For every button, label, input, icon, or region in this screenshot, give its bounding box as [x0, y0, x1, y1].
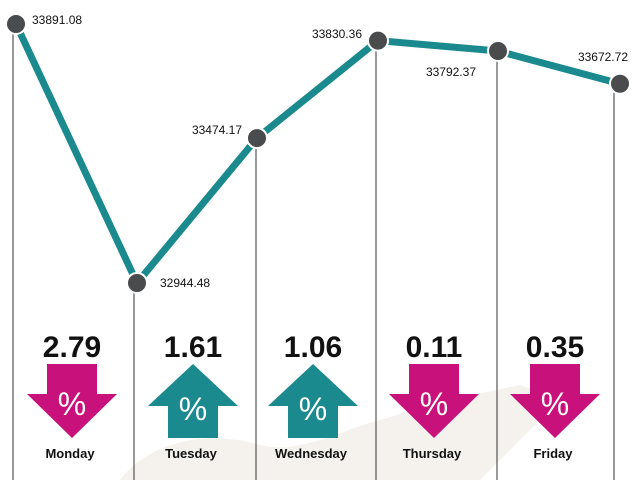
- data-value-label: 33830.36: [312, 27, 362, 41]
- data-point-marker: [487, 40, 509, 63]
- day-label: Wednesday: [275, 446, 348, 461]
- percent-symbol: %: [420, 386, 448, 422]
- change-value: 2.79: [43, 331, 101, 364]
- down-arrow-icon: [27, 364, 117, 438]
- data-point-marker: [609, 72, 631, 95]
- up-arrow-icon: [268, 364, 358, 438]
- change-value: 0.11: [406, 331, 463, 364]
- data-point-marker: [367, 29, 389, 52]
- change-value: 1.61: [164, 331, 222, 364]
- up-arrow-icon: [148, 364, 238, 438]
- percent-symbol: %: [58, 386, 86, 422]
- data-point-marker: [5, 13, 27, 35]
- down-arrow-icon: [389, 364, 479, 438]
- percent-symbol: %: [179, 391, 207, 427]
- data-value-label: 33792.37: [426, 65, 476, 79]
- change-value: 1.06: [284, 331, 342, 364]
- data-value-label: 33474.17: [192, 123, 242, 137]
- data-value-label: 33672.72: [578, 50, 628, 64]
- data-point-marker: [126, 272, 148, 294]
- day-label: Friday: [533, 446, 573, 461]
- data-value-label: 33891.08: [32, 13, 82, 27]
- change-value: 0.35: [526, 331, 584, 364]
- data-value-label: 32944.48: [160, 276, 210, 290]
- day-label: Monday: [45, 446, 95, 461]
- index-series-line: [12, 20, 624, 287]
- percent-symbol: %: [299, 391, 327, 427]
- data-point-marker: [246, 127, 268, 150]
- day-label: Thursday: [403, 446, 462, 461]
- day-label: Tuesday: [165, 446, 218, 461]
- down-arrow-icon: [510, 364, 600, 438]
- percent-symbol: %: [541, 386, 569, 422]
